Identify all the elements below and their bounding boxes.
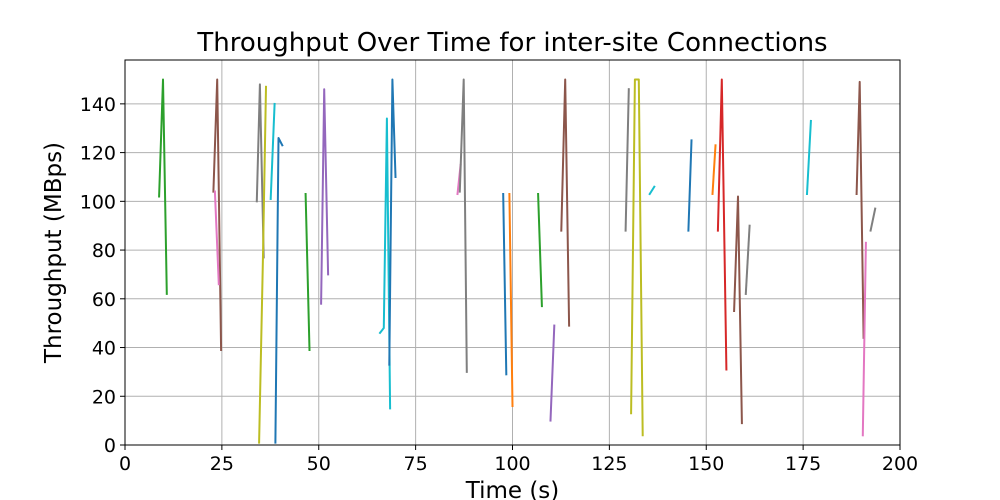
series-line-27 (855, 80, 865, 339)
series-line-3 (255, 83, 265, 259)
y-tick-label: 80 (92, 240, 116, 262)
x-tick-label: 175 (785, 453, 821, 475)
series-line-22 (711, 144, 717, 196)
series-line-1 (212, 78, 223, 352)
x-tick-label: 150 (688, 453, 724, 475)
y-tick-label: 100 (80, 191, 116, 213)
x-tick-label: 200 (882, 453, 918, 475)
series-line-6 (274, 137, 284, 444)
x-tick-label: 25 (210, 453, 234, 475)
y-tick-label: 40 (92, 338, 116, 360)
y-tick-label: 140 (80, 94, 116, 116)
x-tick-label: 125 (591, 453, 627, 475)
series-line-19 (630, 78, 644, 437)
series-line-9 (378, 117, 392, 410)
series-line-4 (258, 85, 268, 444)
series-line-7 (304, 192, 311, 352)
y-tick-label: 120 (80, 143, 116, 165)
series-line-10 (388, 78, 397, 366)
series-line-25 (744, 224, 751, 295)
x-tick-label: 75 (404, 453, 428, 475)
series-line-16 (549, 324, 556, 422)
series-line-23 (716, 78, 728, 371)
series-line-26 (805, 119, 812, 196)
x-tick-label: 50 (307, 453, 331, 475)
series-line-21 (687, 139, 693, 232)
series-line-20 (648, 185, 656, 196)
x-tick-label: 0 (119, 453, 131, 475)
series-line-5 (269, 102, 276, 200)
x-axis-label: Time (s) (465, 478, 560, 500)
tick-layer: 0 25 50 75 100 125 150 175 200 0 20 40 60 80 100 120 140 (80, 94, 918, 475)
series-line-15 (537, 192, 543, 308)
x-tick-label: 100 (494, 453, 530, 475)
y-tick-label: 0 (104, 435, 116, 457)
series-line-13 (502, 192, 508, 376)
series-line-14 (508, 192, 514, 408)
chart-title: Throughput Over Time for inter-site Conn… (196, 28, 827, 58)
series-line-12 (458, 78, 468, 373)
series-line-28 (861, 241, 867, 437)
y-tick-label: 60 (92, 289, 116, 311)
series-line-8 (320, 88, 330, 305)
y-tick-label: 20 (92, 386, 116, 408)
series-line-29 (869, 207, 877, 232)
series-line-17 (560, 78, 571, 327)
series-line-0 (158, 78, 168, 295)
series-layer (158, 78, 877, 444)
series-line-2 (213, 190, 220, 286)
series-line-18 (624, 88, 630, 232)
series-line-24 (733, 195, 743, 425)
y-axis-label: Throughput (MBps) (41, 142, 67, 364)
